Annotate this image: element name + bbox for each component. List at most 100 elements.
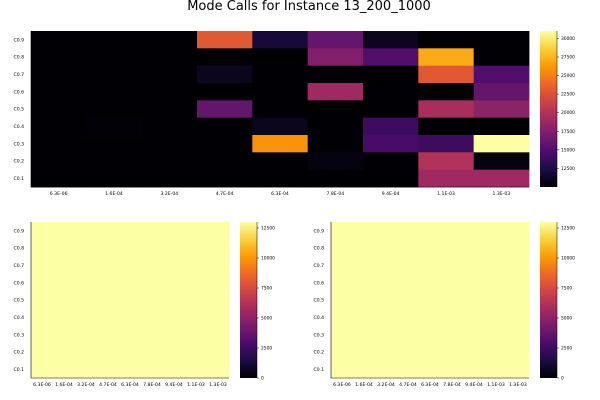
heatmap-cell: [363, 48, 419, 67]
heatmap-cell: [97, 274, 120, 292]
heatmap-cell: [375, 326, 398, 344]
x-tick-label: 4.7E-04: [216, 191, 234, 197]
heatmap-cell: [397, 256, 420, 275]
x-tick-label: 7.8E-04: [443, 382, 461, 388]
heatmap-cell: [252, 152, 309, 171]
heatmap-cell: [207, 360, 230, 379]
heatmap-cell: [375, 343, 398, 362]
y-tick-label: C0.6: [13, 89, 24, 95]
heatmap-cell: [419, 274, 442, 292]
x-tick-label: 6.3E-04: [121, 382, 139, 388]
heatmap-cell: [507, 239, 530, 258]
heatmap-cell: [397, 222, 420, 240]
heatmap-cell: [163, 291, 186, 310]
heatmap-cell: [419, 360, 442, 379]
heatmap-cell: [473, 48, 530, 67]
heatmap-cell: [86, 152, 143, 171]
heatmap-cell: [53, 256, 76, 275]
heatmap-cell: [375, 308, 398, 327]
heatmap-cell: [353, 343, 376, 362]
y-tick-label: C0.3: [313, 332, 324, 338]
heatmap-cell: [163, 326, 186, 344]
x-tick-label: 7.8E-04: [326, 191, 344, 197]
heatmap-cell: [75, 360, 98, 379]
heatmap-cell: [31, 152, 87, 171]
y-tick-label: C0.7: [13, 72, 24, 78]
x-tick-label: 1.1E-03: [187, 382, 205, 388]
colorbar: [240, 222, 257, 378]
colorbar-tick-label: 12500: [261, 226, 275, 232]
y-tick-label: C0.5: [13, 107, 24, 113]
heatmap-cell: [252, 100, 309, 119]
heatmap-cell: [473, 135, 530, 153]
x-tick-label: 1.6E-04: [55, 382, 73, 388]
heatmap-cell: [31, 360, 54, 379]
heatmap-cell: [375, 291, 398, 310]
heatmap-cell: [397, 291, 420, 310]
colorbar: [540, 31, 557, 187]
heatmap-cell: [485, 308, 508, 327]
y-tick-label: C0.2: [13, 350, 24, 356]
heatmap-cell: [119, 256, 142, 275]
colorbar-tick-label: 17500: [561, 129, 575, 135]
heatmap-cell: [353, 256, 376, 275]
heatmap-cell: [86, 100, 143, 119]
y-tick-label: C0.4: [13, 124, 24, 130]
x-tick-label: 6.3E-06: [50, 191, 68, 197]
heatmap-cell: [97, 343, 120, 362]
heatmap-cell: [141, 308, 164, 327]
heatmap-cell: [207, 308, 230, 327]
axis-frame: [30, 31, 529, 188]
x-tick-label: 6.3E-04: [421, 382, 439, 388]
heatmap-cell: [331, 222, 354, 240]
heatmap-cell: [307, 135, 364, 153]
heatmap-cell: [141, 222, 164, 240]
heatmap-cell: [163, 256, 186, 275]
y-tick-label: C0.6: [313, 280, 324, 286]
x-tick-label: 4.7E-04: [99, 382, 117, 388]
heatmap-cell: [31, 256, 54, 275]
heatmap-cell: [363, 100, 419, 119]
y-tick-label: C0.9: [13, 228, 24, 234]
heatmap-cell: [141, 239, 164, 258]
colorbar-tick-label: 10000: [261, 256, 275, 262]
heatmap-cell: [141, 48, 198, 67]
heatmap-bottom-left: C0.9 C0.8 C0.7 C0.6 C0.5 C0.4 C0.3 C0.2 C0.1 6.3E…: [13, 222, 275, 388]
heatmap-cell: [252, 48, 309, 67]
heatmap-cell: [473, 83, 530, 101]
y-tick-label: C0.4: [13, 315, 24, 321]
heatmap-cell: [397, 239, 420, 258]
heatmap-cell: [75, 291, 98, 310]
heatmap-cell: [441, 256, 464, 275]
heatmap-cell: [141, 83, 198, 101]
heatmap-cell: [353, 308, 376, 327]
heatmap-cell: [252, 31, 309, 49]
y-tick-label: C0.3: [13, 141, 24, 147]
heatmap-cell: [75, 308, 98, 327]
heatmap-cell: [363, 135, 419, 153]
heatmap-cell: [31, 326, 54, 344]
heatmap-cell: [441, 308, 464, 327]
heatmap-cell: [473, 117, 530, 136]
x-tick-label: 1.6E-04: [105, 191, 123, 197]
heatmap-cell: [441, 222, 464, 240]
heatmap-cell: [141, 256, 164, 275]
heatmap-cell: [31, 48, 87, 67]
heatmap-cell: [86, 135, 143, 153]
heatmap-cell: [331, 239, 354, 258]
heatmap-cell: [31, 343, 54, 362]
heatmap-cell: [119, 343, 142, 362]
heatmap-cell: [418, 117, 475, 136]
colorbar-tick-label: 12500: [561, 166, 575, 172]
heatmap-cell: [86, 48, 143, 67]
heatmap-cell: [75, 239, 98, 258]
heatmap-cell: [185, 308, 208, 327]
heatmap-cell: [86, 169, 143, 188]
heatmap-cell: [363, 83, 419, 101]
y-tick-label: C0.5: [13, 298, 24, 304]
heatmap-cell: [53, 308, 76, 327]
heatmap-cell: [307, 83, 364, 101]
heatmap-cell: [163, 239, 186, 258]
heatmap-cell: [141, 274, 164, 292]
heatmap-cell: [419, 256, 442, 275]
